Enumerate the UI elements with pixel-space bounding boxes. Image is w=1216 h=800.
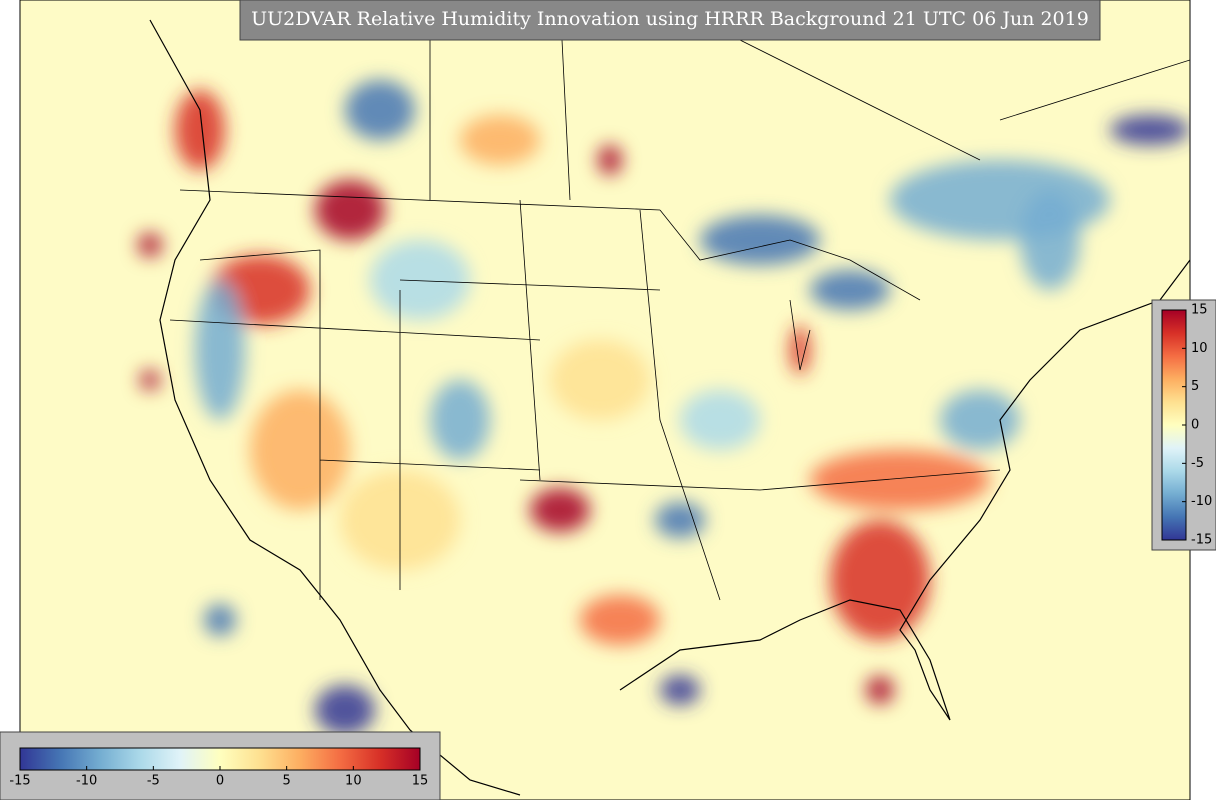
humidity-field [138, 80, 1190, 735]
canada-borders [429, 0, 1190, 201]
title-box [239, 0, 1101, 41]
field-blob [866, 676, 894, 704]
field-blob [345, 80, 415, 140]
tick-label: 5 [283, 774, 291, 789]
tick-label: -15 [1191, 533, 1212, 548]
field-blob [660, 675, 700, 705]
field-blob [1110, 115, 1190, 145]
borders [169, 189, 1001, 601]
field-blob [370, 240, 470, 320]
field-blob [195, 280, 245, 420]
field-blob [530, 488, 590, 532]
field-blob [655, 502, 705, 538]
tick-label: 10 [345, 774, 362, 789]
field-blob [175, 90, 225, 170]
field-blob [430, 380, 490, 460]
coastlines [149, 0, 1190, 796]
field-blob [700, 215, 820, 265]
field-blob [138, 233, 162, 257]
tick-label: -10 [76, 774, 97, 789]
tick-label: 0 [216, 774, 224, 789]
field-blob [598, 145, 622, 175]
field-blob [550, 340, 650, 420]
tick-label: 0 [1191, 418, 1199, 433]
tick-label: 5 [1191, 379, 1199, 394]
field-blob [250, 390, 350, 510]
field-blob [1020, 190, 1080, 290]
tick-label: -10 [1191, 494, 1212, 509]
field-blob [315, 685, 375, 735]
pacific-coast [149, 19, 521, 796]
tick-label: 15 [1191, 303, 1208, 318]
field-blob [315, 180, 385, 240]
tick-label: -5 [1191, 456, 1204, 471]
field-blob [140, 370, 160, 390]
field-blob [830, 520, 930, 640]
tick-label: 15 [412, 774, 429, 789]
field-blob [810, 450, 990, 510]
atlantic-gulf-coast [619, 259, 1190, 721]
field-blob [940, 390, 1020, 450]
field-blob [460, 115, 540, 165]
tick-label: -5 [147, 774, 160, 789]
field-blob [810, 270, 890, 310]
field-blob [204, 604, 236, 636]
field-blob [680, 390, 760, 450]
tick-label: -15 [9, 774, 30, 789]
tick-label: 10 [1191, 341, 1208, 356]
map-title: UU2DVAR Relative Humidity Innovation usi… [251, 8, 1089, 30]
field-blob [580, 595, 660, 645]
